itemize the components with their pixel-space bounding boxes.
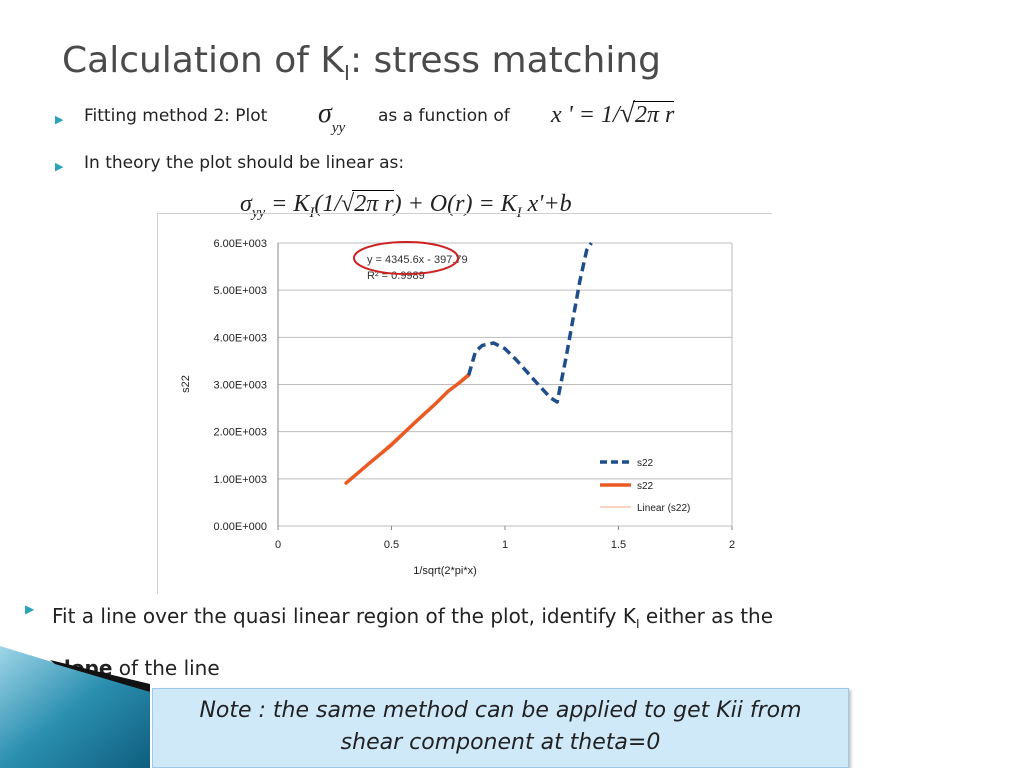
chart-legend: s22 s22 Linear (s22) — [600, 458, 690, 514]
y-tick-label: 0.00E+000 — [213, 521, 267, 533]
x-tick-label: 2 — [729, 539, 735, 551]
title-subscript: I — [344, 61, 350, 86]
chart-frame — [157, 213, 772, 594]
y-tick-labels: 0.00E+000 1.00E+003 2.00E+003 3.00E+003 4.00… — [213, 238, 267, 533]
corner-swoosh-decoration — [0, 646, 150, 768]
x-tick-labels: 0 0.5 1 1.5 2 — [275, 539, 735, 551]
bullet-arrow-icon: ▶ — [55, 160, 64, 173]
bullet-1-text-b: as a function of — [378, 106, 510, 126]
s22-chart: 0.00E+000 1.00E+003 2.00E+003 3.00E+003 4.00… — [180, 238, 735, 577]
y-tick-label: 3.00E+003 — [213, 380, 267, 392]
chart-grid — [277, 242, 733, 530]
bullet-theory-linear: In theory the plot should be linear as: — [84, 153, 405, 173]
bullet-fitting-method: Fitting method 2: Plot — [84, 106, 267, 126]
legend-label-s22-dashed: s22 — [637, 458, 654, 469]
slide-title: Calculation of KI: stress matching — [62, 40, 661, 85]
note-box: Note : the same method can be applied to… — [152, 688, 849, 768]
sigma-subscript: yy — [331, 120, 346, 136]
y-tick-label: 2.00E+003 — [213, 427, 267, 439]
bullet-arrow-icon: ▶ — [25, 602, 35, 616]
sigma-symbol: σyy — [318, 98, 346, 136]
legend-label-s22-solid: s22 — [637, 481, 654, 492]
legend-label-linear: Linear (s22) — [637, 503, 690, 514]
trendline-equation: y = 4345.6x - 397.79 — [367, 254, 468, 266]
title-rest: : stress matching — [349, 40, 662, 81]
title-main: Calculation of K — [62, 40, 345, 81]
equation-highlight-circle — [353, 241, 459, 275]
x-tick-label: 1.5 — [611, 539, 626, 551]
x-tick-label: 1 — [502, 539, 508, 551]
series-line-dashed — [467, 242, 593, 404]
y-tick-label: 1.00E+003 — [213, 474, 267, 486]
linear-equation: σyy = KI(1/√2π r) + O(r) = KI x'+b — [240, 190, 572, 221]
series-line-solid — [344, 373, 471, 485]
bullet-fit-line: Fit a line over the quasi linear region … — [52, 604, 774, 680]
y-tick-label: 4.00E+003 — [213, 332, 267, 344]
xprime-formula: x ' = 1/√2π r — [551, 98, 675, 129]
y-tick-label: 6.00E+003 — [213, 238, 267, 250]
x-tick-label: 0 — [275, 539, 281, 551]
xprime-sqrt: 2π r — [633, 101, 675, 128]
bullet-arrow-icon: ▶ — [55, 113, 64, 126]
y-tick-label: 5.00E+003 — [213, 285, 267, 297]
x-tick-label: 0.5 — [384, 539, 399, 551]
chart-series — [344, 242, 593, 485]
y-axis-label: s22 — [180, 375, 192, 393]
x-axis-label: 1/sqrt(2*pi*x) — [413, 565, 477, 577]
note-line-1: Note : the same method can be applied to… — [199, 698, 802, 723]
bullet-1-text-a: Fitting method 2: Plot — [84, 106, 268, 126]
note-line-2: shear component at theta=0 — [340, 730, 661, 755]
